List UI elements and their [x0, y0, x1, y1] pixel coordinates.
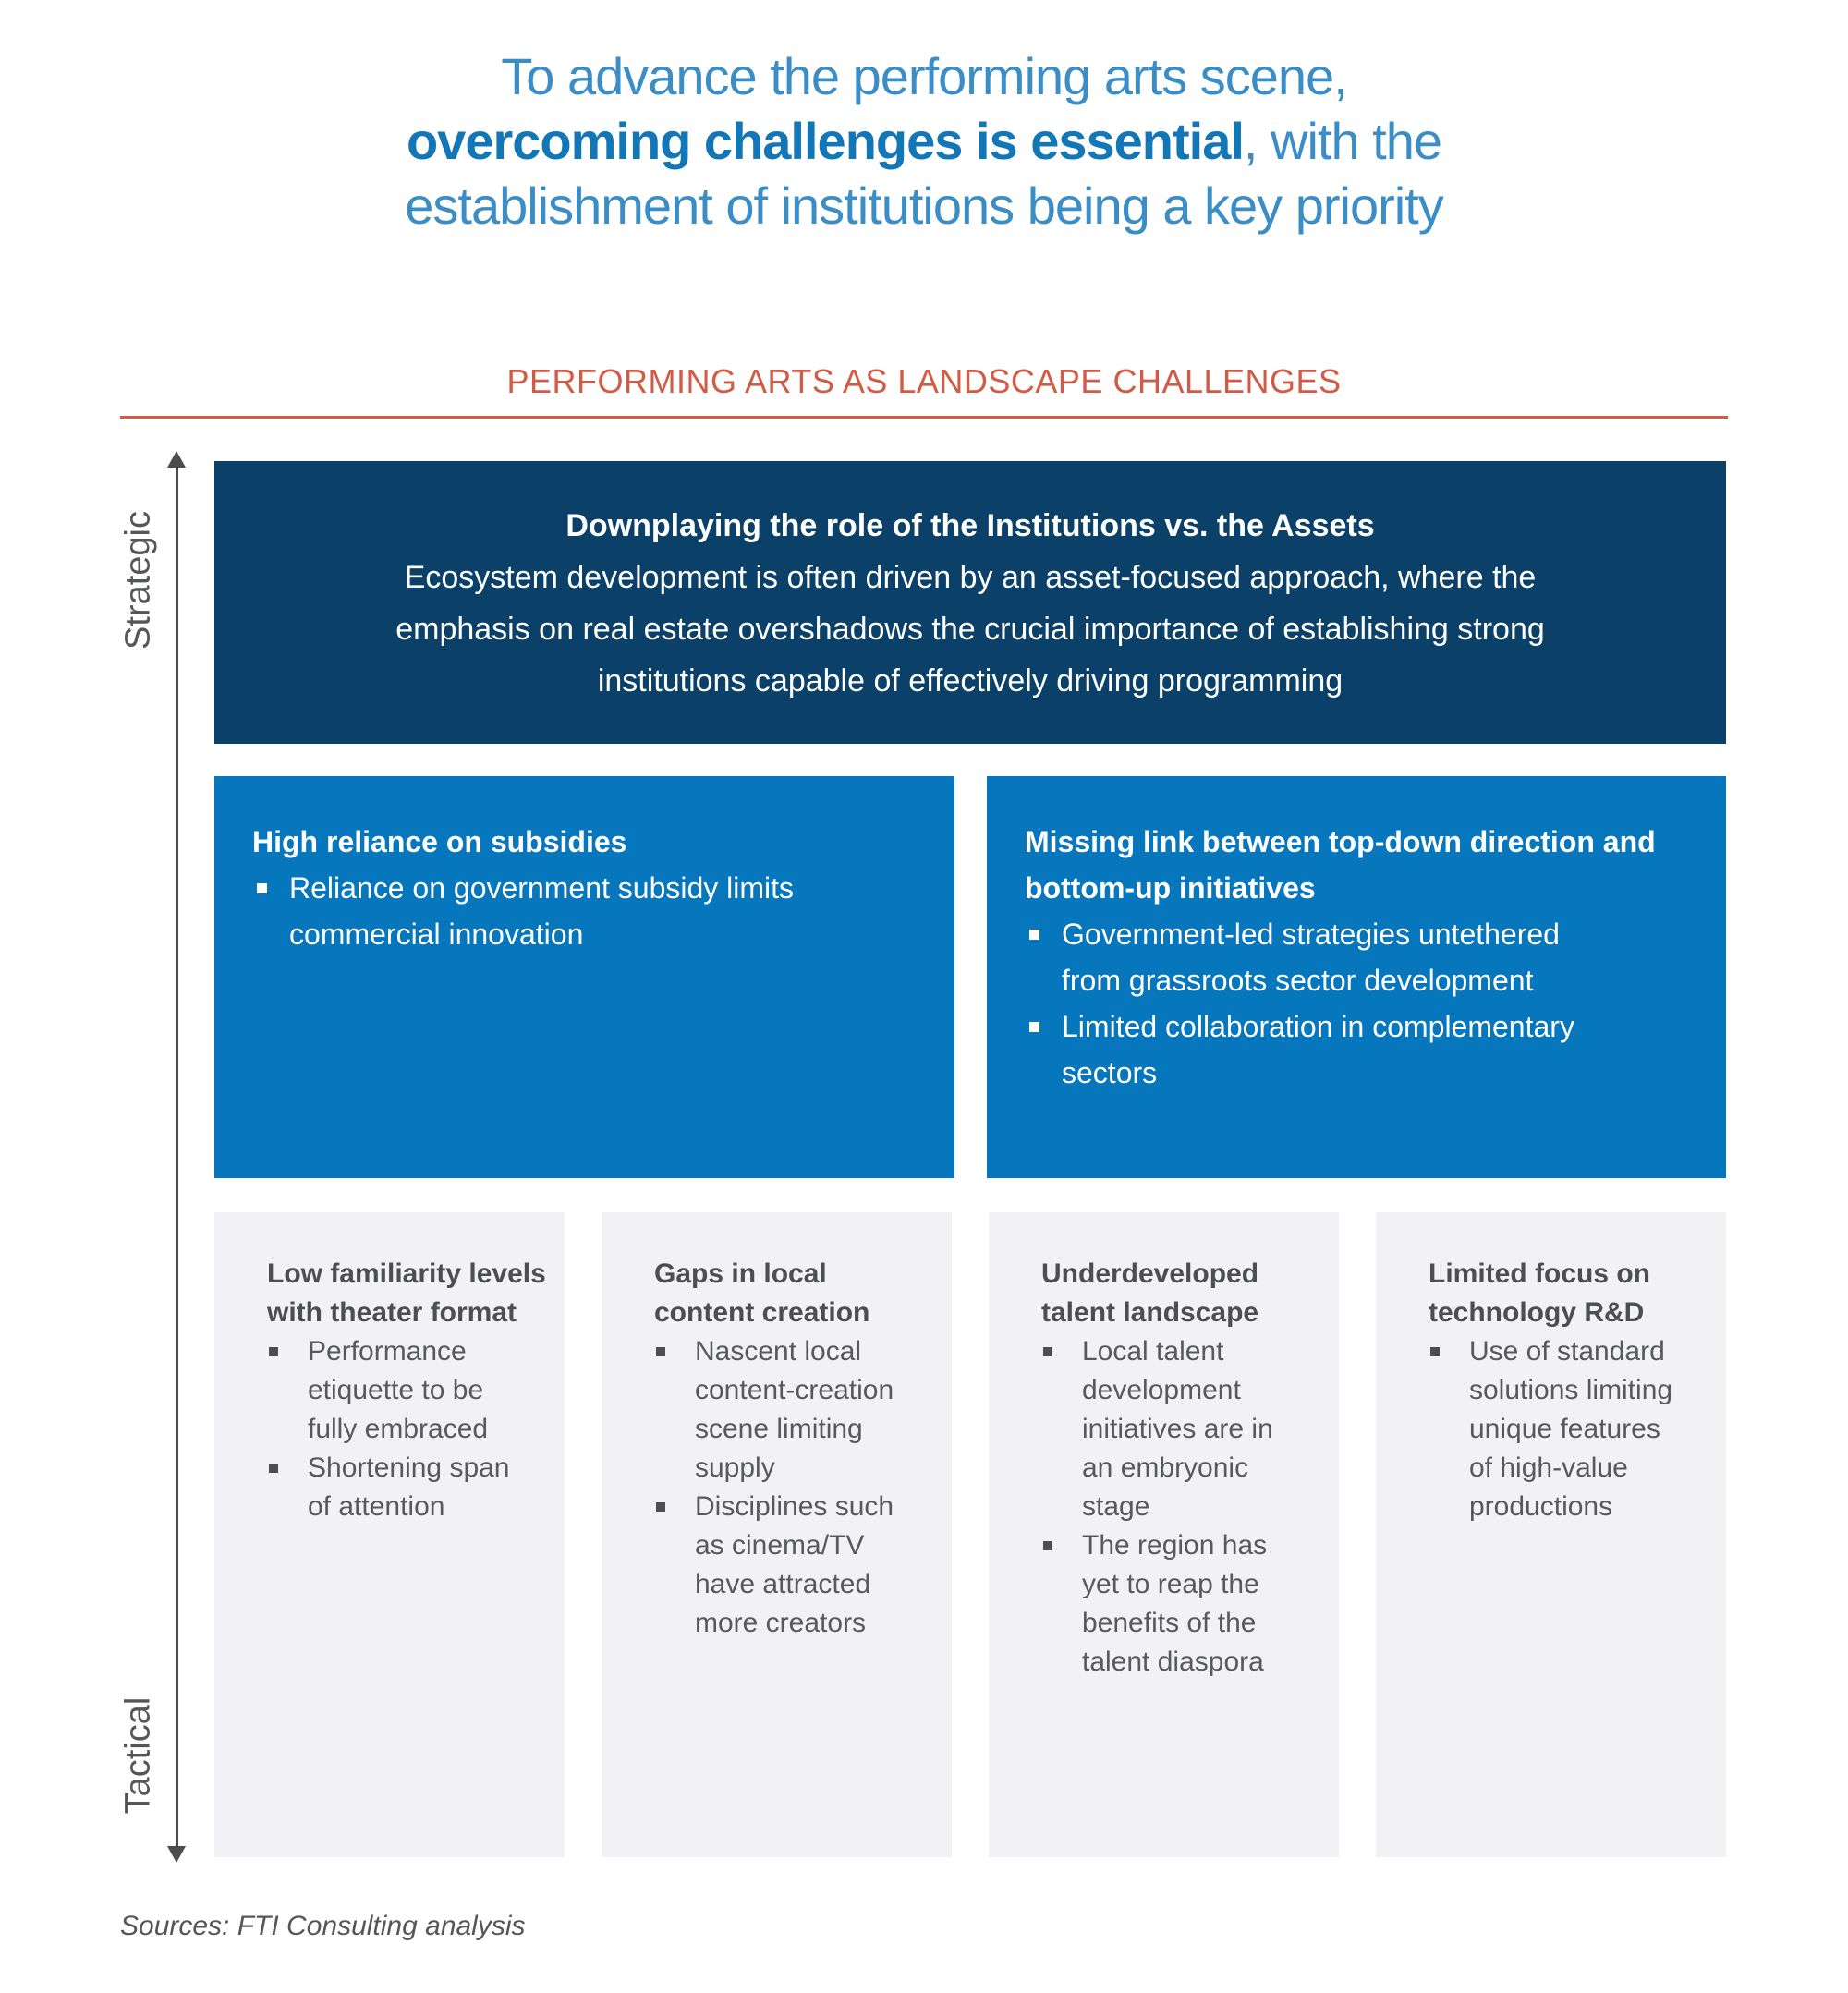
list-item: Reliance on government subsidy limits co… [252, 865, 918, 957]
list-item: Local talent development initiatives are… [1041, 1332, 1320, 1526]
sources-note: Sources: FTI Consulting analysis [120, 1911, 526, 1941]
card-title: Downplaying the role of the Institutions… [565, 508, 1375, 543]
bullet-list: Reliance on government subsidy limits co… [252, 865, 918, 957]
list-item: The region has yet to reap the benefits … [1041, 1526, 1320, 1682]
card-institutions-vs-assets: Downplaying the role of the Institutions… [214, 461, 1726, 744]
bullet-text: Government-led strategies untethered fro… [1062, 918, 1560, 997]
arrow-down-icon [167, 1846, 186, 1863]
card-title: Limited focus on technology R&D [1429, 1258, 1650, 1328]
bullet-text: Local talent development initiatives are… [1082, 1336, 1273, 1522]
bullet-text: Limited collaboration in complementary s… [1062, 1010, 1574, 1089]
card-body: Ecosystem development is often driven by… [395, 560, 1545, 699]
list-item: Use of standard solutions limiting uniqu… [1429, 1332, 1708, 1526]
card-title: Missing link between top-down direction … [1025, 825, 1656, 905]
bullet-text: Use of standard solutions limiting uniqu… [1469, 1336, 1673, 1522]
section-divider-line [120, 416, 1728, 419]
card-low-familiarity: Low familiarity levels with theater form… [214, 1212, 565, 1857]
bullet-square-icon [1043, 1541, 1052, 1550]
bullet-square-icon [269, 1347, 278, 1356]
card-missing-link: Missing link between top-down direction … [987, 776, 1726, 1178]
card-title: Low familiarity levels with theater form… [267, 1258, 546, 1328]
strategic-tactical-axis [176, 466, 178, 1852]
title-line-1: To advance the performing arts scene, [501, 47, 1348, 105]
card-talent-landscape: Underdeveloped talent landscape Local ta… [989, 1212, 1339, 1857]
bullet-square-icon [1029, 930, 1040, 940]
bullet-square-icon [1043, 1347, 1052, 1356]
card-title: High reliance on subsidies [252, 825, 627, 858]
bullet-square-icon [656, 1347, 665, 1356]
card-title: Gaps in local content creation [654, 1258, 870, 1328]
bullet-text: Disciplines such as cinema/TV have attra… [695, 1491, 894, 1638]
bullet-list: Use of standard solutions limiting uniqu… [1429, 1332, 1708, 1526]
list-item: Performance etiquette to be fully embrac… [267, 1332, 546, 1449]
bullet-text: Reliance on government subsidy limits co… [289, 871, 795, 951]
title-line-3: establishment of institutions being a ke… [405, 176, 1443, 235]
bullet-text: Shortening span of attention [308, 1452, 510, 1522]
page-title: To advance the performing arts scene, ov… [111, 44, 1737, 238]
bullet-text: The region has yet to reap the benefits … [1082, 1530, 1268, 1677]
list-item: Limited collaboration in complementary s… [1025, 1003, 1689, 1096]
bullet-list: Performance etiquette to be fully embrac… [267, 1332, 546, 1526]
bullet-text: Nascent local content-creation scene lim… [695, 1336, 894, 1483]
title-line-2-rest: , with the [1243, 112, 1442, 170]
section-heading: PERFORMING ARTS AS LANDSCAPE CHALLENGES [506, 362, 1342, 400]
bullet-square-icon [1029, 1022, 1040, 1032]
title-line-2-bold: overcoming challenges is essential [406, 112, 1245, 170]
card-content-creation-gaps: Gaps in local content creation Nascent l… [602, 1212, 952, 1857]
bullet-list: Government-led strategies untethered fro… [1025, 911, 1689, 1096]
list-item: Government-led strategies untethered fro… [1025, 911, 1689, 1003]
card-reliance-on-subsidies: High reliance on subsidies Reliance on g… [214, 776, 954, 1178]
bullet-square-icon [656, 1502, 665, 1512]
bullet-square-icon [1430, 1347, 1440, 1356]
bullet-square-icon [257, 883, 267, 893]
arrow-up-icon [167, 451, 186, 468]
axis-label-strategic: Strategic [118, 511, 158, 650]
bullet-list: Nascent local content-creation scene lim… [654, 1332, 933, 1643]
axis-label-tactical: Tactical [118, 1696, 158, 1815]
list-item: Nascent local content-creation scene lim… [654, 1332, 933, 1488]
bullet-list: Local talent development initiatives are… [1041, 1332, 1320, 1682]
list-item: Shortening span of attention [267, 1449, 546, 1526]
bullet-text: Performance etiquette to be fully embrac… [308, 1336, 489, 1444]
card-technology-rd: Limited focus on technology R&D Use of s… [1376, 1212, 1726, 1857]
card-title: Underdeveloped talent landscape [1041, 1258, 1259, 1328]
bullet-square-icon [269, 1464, 278, 1473]
list-item: Disciplines such as cinema/TV have attra… [654, 1488, 933, 1643]
